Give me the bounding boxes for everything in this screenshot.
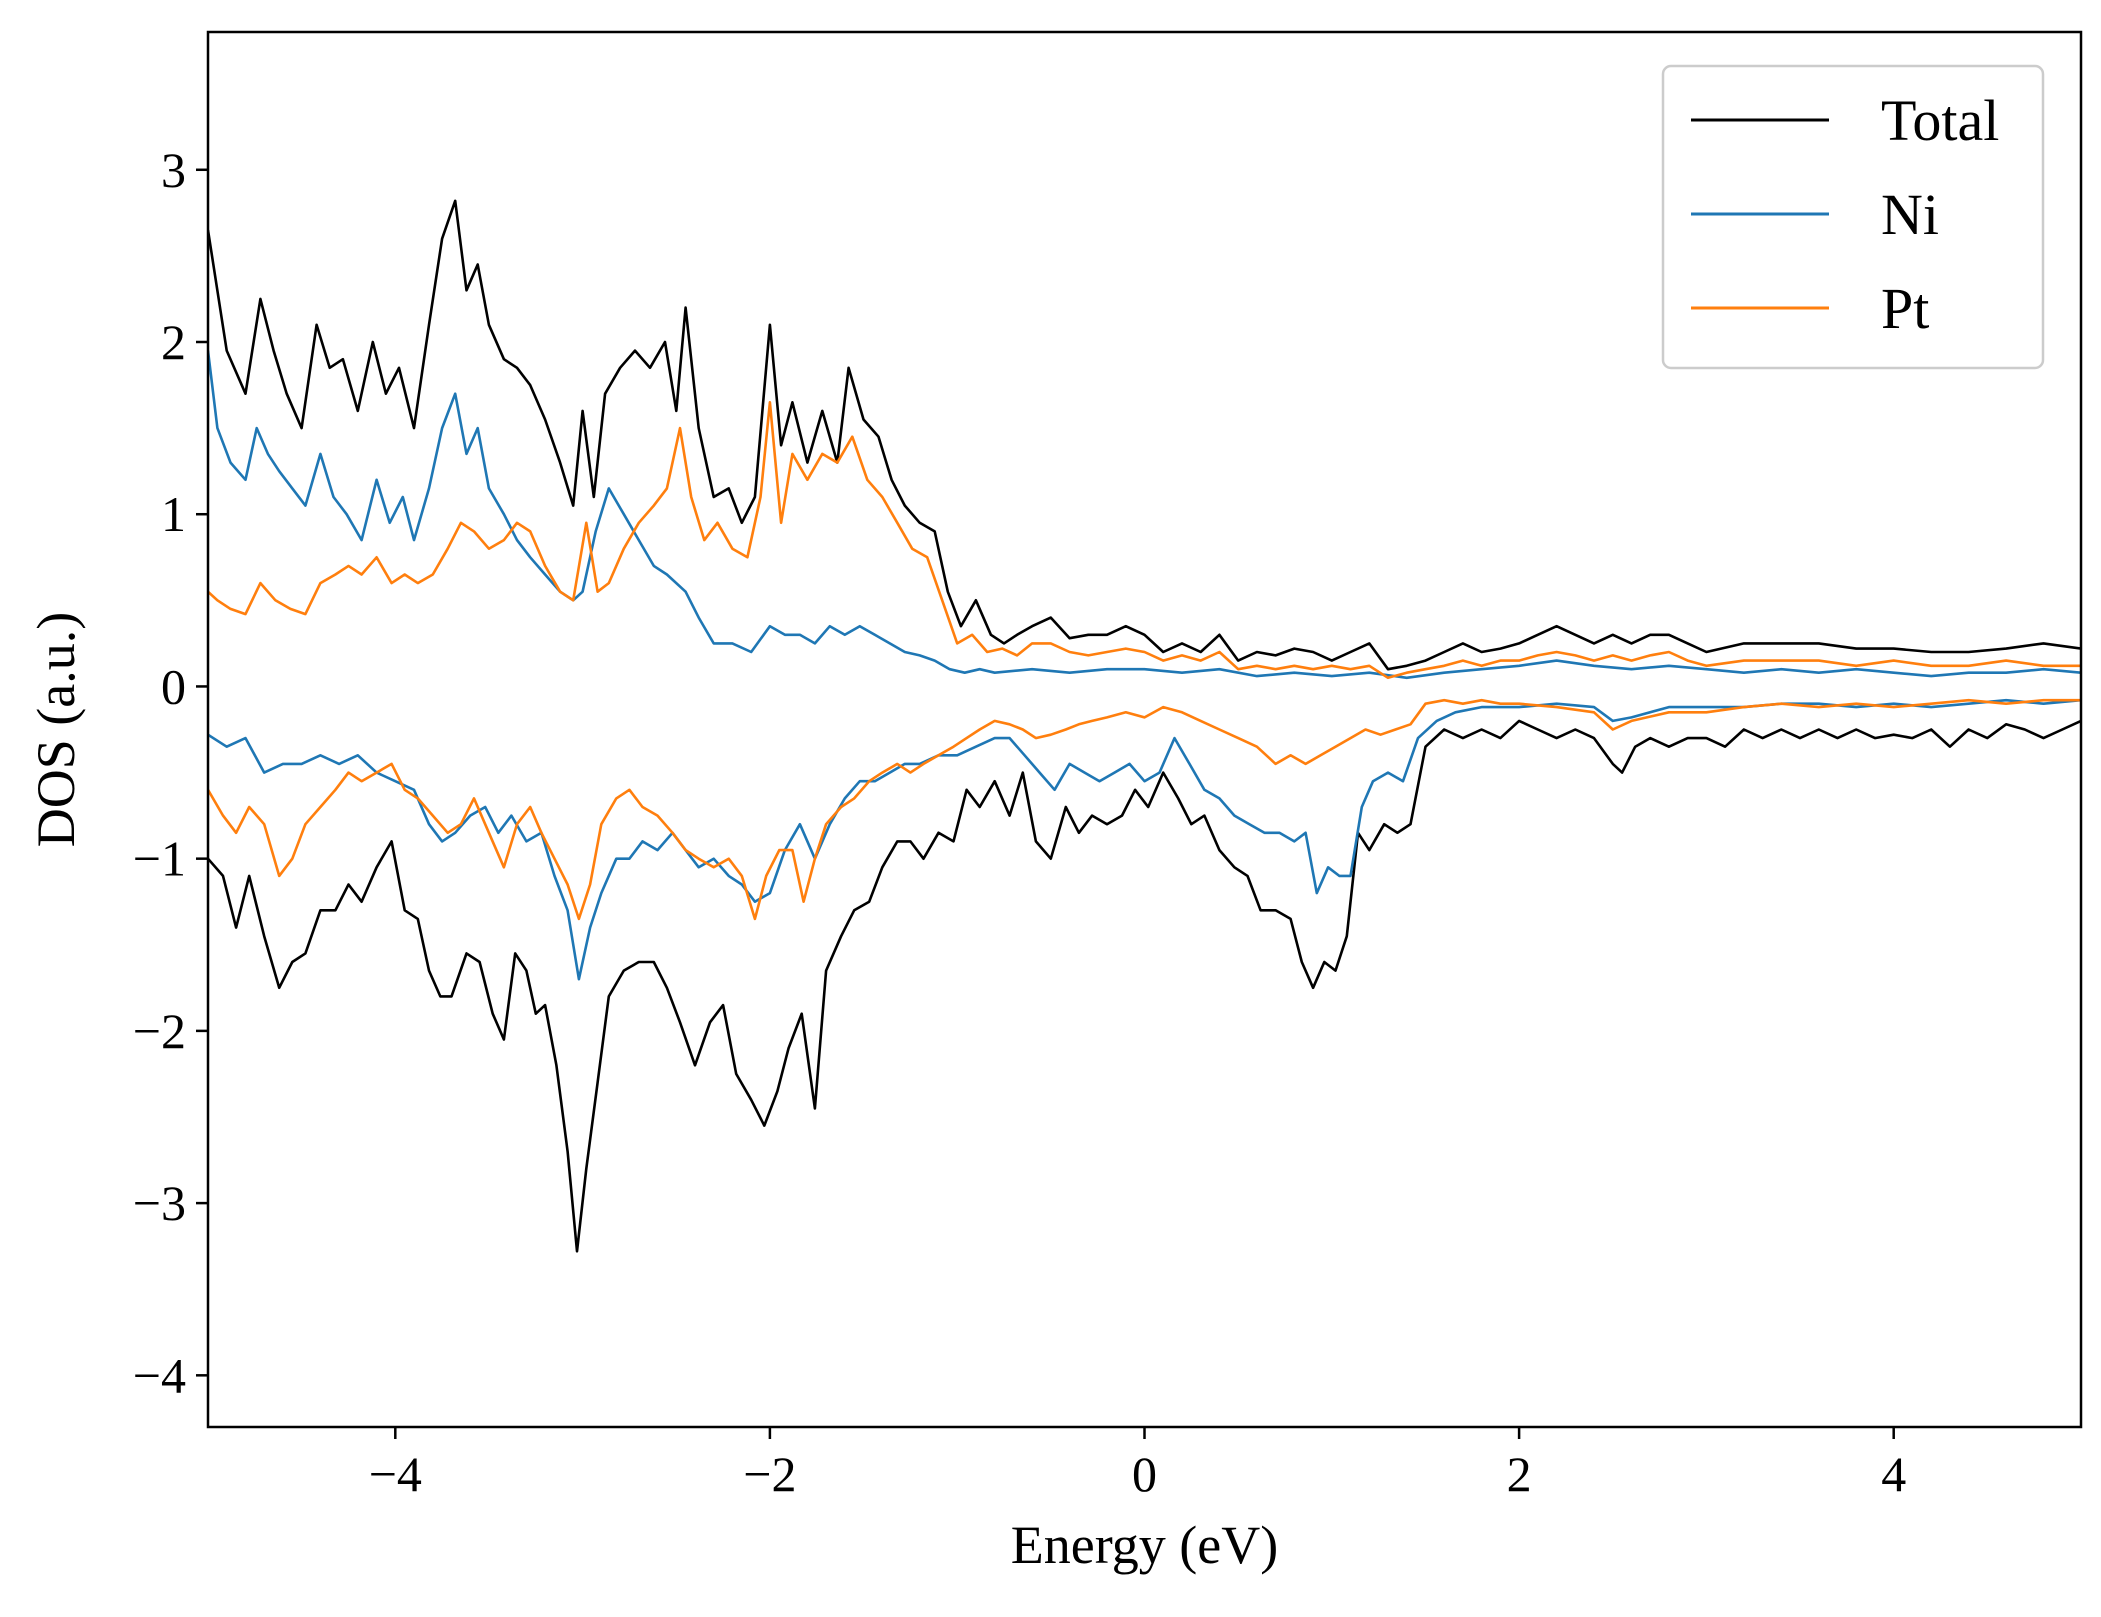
series-line-pt-up xyxy=(208,401,2081,680)
series-line-pt-down xyxy=(208,698,2081,921)
series-lines xyxy=(208,199,2081,1253)
y-axis-label: DOS (a.u.) xyxy=(26,612,86,847)
legend: Total Ni Pt xyxy=(1661,64,2045,370)
x-tick-label: 2 xyxy=(1507,1446,1532,1502)
y-axis-ticks: −4 −3 −2 −1 0 1 2 3 xyxy=(133,142,208,1403)
y-tick-label: 2 xyxy=(161,314,186,370)
series-line-total-down xyxy=(208,719,2081,1253)
x-tick-label: 4 xyxy=(1881,1446,1906,1502)
x-tick-label: −2 xyxy=(743,1446,796,1502)
legend-label-total: Total xyxy=(1881,88,1999,153)
axes-frame xyxy=(206,30,2083,1429)
y-tick-label: 3 xyxy=(161,142,186,198)
x-tick-label: −4 xyxy=(369,1446,422,1502)
legend-label-pt: Pt xyxy=(1881,276,1929,341)
x-axis-ticks: −4 −2 0 2 4 xyxy=(369,1427,1906,1502)
y-tick-label: −1 xyxy=(133,831,186,887)
y-tick-label: 1 xyxy=(161,486,186,542)
y-tick-label: −4 xyxy=(133,1347,186,1403)
series-line-ni-up xyxy=(208,350,2081,680)
x-tick-label: 0 xyxy=(1132,1446,1157,1502)
series-line-total-up xyxy=(208,199,2081,671)
y-tick-label: −3 xyxy=(133,1175,186,1231)
x-axis-label: Energy (eV) xyxy=(1011,1515,1278,1575)
series-line-ni-down xyxy=(208,698,2081,981)
legend-box xyxy=(1661,64,2045,370)
y-tick-label: 0 xyxy=(161,658,186,714)
legend-label-ni: Ni xyxy=(1881,182,1939,247)
y-tick-label: −2 xyxy=(133,1003,186,1059)
